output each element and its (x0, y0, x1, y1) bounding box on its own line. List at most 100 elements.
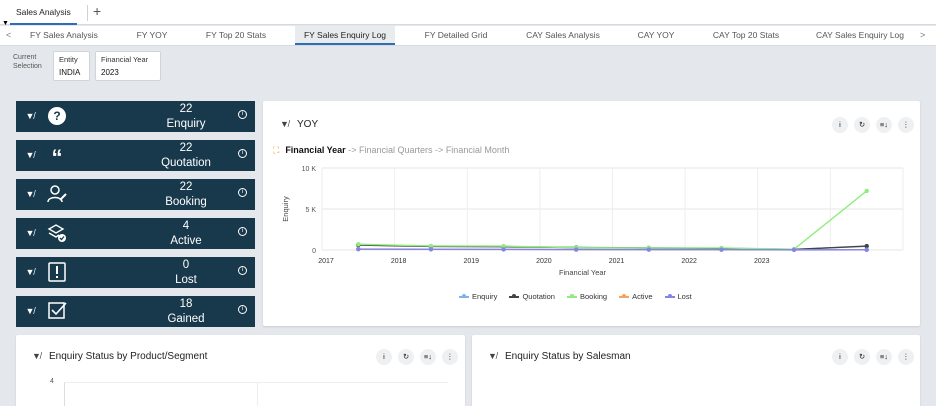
product-filter-icon[interactable]: ▼̸ (32, 351, 41, 361)
financial-year-chip[interactable]: Financial Year 2023 (95, 51, 161, 81)
legend-item-booking[interactable]: Booking (566, 292, 608, 301)
current-selection-bar: Current Selection Entity INDIA Financial… (0, 47, 936, 89)
series-line-booking (358, 190, 868, 250)
tab-fy-detailed-grid[interactable]: FY Detailed Grid (424, 30, 488, 40)
legend-swatch (664, 293, 675, 298)
info-icon[interactable]: i (238, 227, 247, 236)
legend-label: Booking (579, 292, 608, 301)
product-gridline (257, 382, 258, 406)
legend-swatch (459, 293, 469, 298)
kpi-value: 22 (179, 103, 193, 115)
data-point-quotation[interactable] (864, 243, 869, 249)
x-tick-label: 2023 (754, 258, 770, 265)
kpi-value: 18 (179, 298, 193, 310)
data-point-lost[interactable] (864, 247, 869, 252)
filter-icon[interactable]: ▼̸ (25, 111, 35, 121)
refresh-icon[interactable]: ↻ (854, 349, 870, 365)
salesman-panel-title: Enquiry Status by Salesman (505, 351, 631, 362)
refresh-icon[interactable]: ↻ (854, 117, 870, 133)
tabs-next-button[interactable]: > (920, 30, 926, 40)
info-icon[interactable]: i (238, 188, 247, 197)
data-point-lost[interactable] (501, 247, 506, 252)
kpi-value: 22 (179, 142, 193, 154)
breadcrumb-financial-year[interactable]: Financial Year (285, 145, 346, 155)
info-icon[interactable]: i (238, 305, 247, 314)
data-point-booking[interactable] (501, 243, 506, 249)
more-icon[interactable]: ⋮ (898, 117, 914, 133)
svg-text:?: ? (53, 109, 60, 123)
sheet-tab-sales-analysis[interactable]: Sales Analysis (10, 3, 77, 25)
svg-text:“: “ (52, 145, 63, 165)
tab-fy-yoy[interactable]: FY YOY (136, 30, 168, 40)
legend-label: Lost (677, 292, 692, 301)
salesman-panel (472, 335, 920, 406)
kpi-card-booking[interactable]: ▼̸ 22 Booking i (16, 179, 255, 210)
filter-icon[interactable]: ▼̸ (25, 228, 35, 238)
tab-cay-sales-analysis[interactable]: CAY Sales Analysis (526, 30, 600, 40)
tab-fy-top-20-stats[interactable]: FY Top 20 Stats (205, 30, 267, 40)
kpi-label: Enquiry (166, 118, 206, 130)
kpi-card-enquiry[interactable]: ▼̸ ? 22 Enquiry i (16, 101, 255, 132)
kpi-value: 0 (182, 259, 190, 271)
tab-cay-sales-enquiry-log[interactable]: CAY Sales Enquiry Log (815, 30, 905, 40)
kpi-card-lost[interactable]: ▼̸ 0 Lost i (16, 257, 255, 288)
legend-item-quotation[interactable]: Quotation (509, 292, 555, 301)
legend-item-active[interactable]: Active (619, 292, 653, 301)
filter-icon[interactable]: ▼̸ (25, 189, 35, 199)
data-point-booking[interactable] (428, 243, 434, 249)
data-point-lost[interactable] (646, 247, 652, 252)
entity-chip[interactable]: Entity INDIA (53, 51, 90, 81)
yoy-filter-icon[interactable]: ▼̸ (280, 119, 289, 129)
legend-label: Enquiry (472, 292, 498, 301)
filter-icon[interactable]: ▼̸ (25, 306, 35, 316)
info-icon[interactable]: i (832, 349, 848, 365)
add-sheet-button[interactable]: + (93, 3, 102, 19)
legend-swatch (566, 293, 577, 298)
more-icon[interactable]: ⋮ (898, 349, 914, 365)
data-point-lost[interactable] (791, 247, 797, 253)
kpi-card-gained[interactable]: ▼̸ 18 Gained i (16, 296, 255, 327)
tab-fy-sales-enquiry-log[interactable]: FY Sales Enquiry Log (295, 26, 395, 45)
more-icon[interactable]: ⋮ (442, 349, 458, 365)
sort-icon[interactable]: ≡↓ (876, 349, 892, 365)
yoy-line-chart: 0 5 K 10 K 2017 2018 2019 2020 2021 2022 2023 Fina… (281, 166, 904, 277)
yoy-panel (263, 101, 920, 326)
refresh-icon[interactable]: ↻ (398, 349, 414, 365)
kpi-label: Quotation (161, 157, 211, 169)
breadcrumb-financial-quarters[interactable]: Financial Quarters (358, 145, 433, 155)
data-point-lost[interactable] (356, 246, 361, 252)
filter-icon[interactable]: ▼̸ (25, 267, 35, 277)
info-icon[interactable]: i (238, 149, 247, 158)
sort-icon[interactable]: ≡↓ (876, 117, 892, 133)
data-point-booking[interactable] (356, 242, 361, 247)
sort-icon[interactable]: ≡↓ (420, 349, 436, 365)
info-icon[interactable]: i (832, 117, 848, 133)
x-tick-label: 2017 (318, 258, 334, 265)
x-tick-label: 2019 (463, 258, 479, 265)
tab-cay-yoy[interactable]: CAY YOY (637, 30, 675, 40)
info-icon[interactable]: i (238, 266, 247, 275)
legend-item-enquiry[interactable]: Enquiry (459, 292, 497, 301)
user-edit-icon (47, 185, 67, 203)
tab-cay-top-20-stats[interactable]: CAY Top 20 Stats (712, 30, 780, 40)
data-point-lost[interactable] (719, 247, 724, 252)
tabs-prev-button[interactable]: < (6, 30, 12, 40)
kpi-card-active[interactable]: ▼̸ 4 Active i (16, 218, 255, 249)
info-icon[interactable]: i (238, 110, 247, 119)
y-tick-label: 0 (312, 248, 316, 255)
info-icon[interactable]: i (376, 349, 392, 365)
data-point-booking[interactable] (864, 188, 869, 194)
breadcrumb-financial-month[interactable]: Financial Month (445, 145, 510, 155)
corner-chevron-icon: ▼ (2, 20, 9, 27)
kpi-card-quotation[interactable]: ▼̸ “ 22 Quotation i (16, 140, 255, 171)
entity-value: INDIA (59, 68, 81, 77)
legend-item-lost[interactable]: Lost (664, 292, 692, 301)
data-point-lost[interactable] (573, 247, 579, 252)
product-segment-panel (16, 335, 465, 406)
hierarchy-icon: ⛶ (273, 145, 280, 155)
tab-fy-sales-analysis[interactable]: FY Sales Analysis (30, 30, 98, 40)
data-point-lost[interactable] (428, 247, 434, 252)
filter-icon[interactable]: ▼̸ (25, 150, 35, 160)
financial-year-value: 2023 (101, 68, 119, 77)
salesman-filter-icon[interactable]: ▼̸ (488, 351, 497, 361)
